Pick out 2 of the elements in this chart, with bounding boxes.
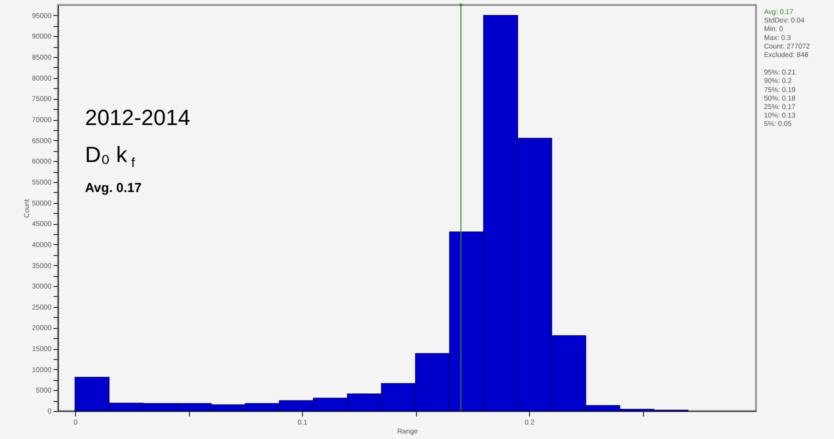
annotation: Avg. 0.17	[85, 180, 142, 195]
annotation: 2012-2014	[85, 105, 190, 130]
